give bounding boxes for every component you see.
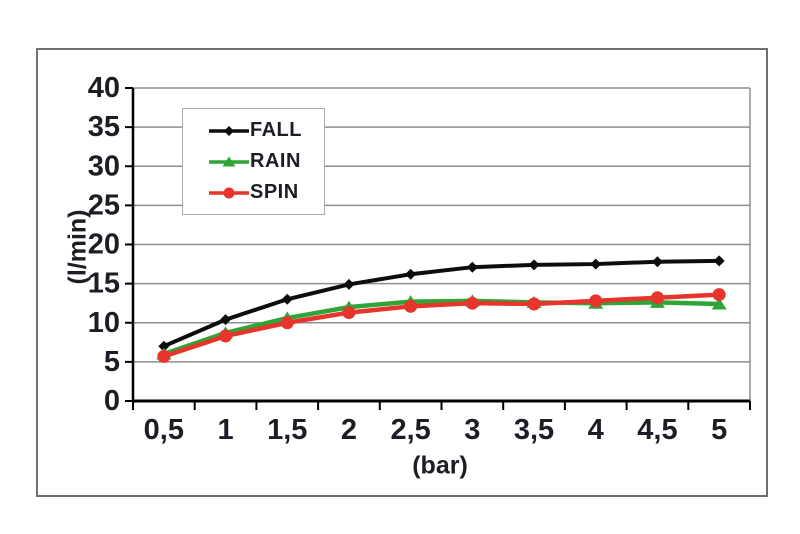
x-tick-label: 1 (217, 414, 233, 446)
data-point-fall (651, 256, 663, 268)
y-tick-label: 35 (88, 111, 120, 143)
y-tick-label: 40 (88, 72, 120, 104)
x-tick-label: 3,5 (514, 414, 554, 446)
legend-label-fall: FALL (250, 119, 302, 141)
data-point-fall (713, 255, 725, 267)
data-point-rain (711, 297, 727, 310)
x-tick-label: 0,5 (144, 414, 184, 446)
data-point-spin (712, 288, 726, 302)
chart-svg: 0 5 10 15 20 25 30 35 40 0,5 1 1,5 2 2,5 3 3,5 4 4,5 5 (88, 72, 751, 446)
y-tick-label: 10 (88, 307, 120, 339)
y-tick-label: 0 (104, 385, 120, 417)
y-tick-label: 5 (104, 346, 120, 378)
x-tick-label: 2,5 (390, 414, 430, 446)
y-tick-label: 15 (88, 268, 120, 300)
x-tick-label: 2 (341, 414, 357, 446)
y-tick-label: 25 (88, 189, 120, 221)
data-point-fall (405, 268, 417, 280)
legend-item-rain: RAIN (183, 150, 324, 174)
series-line-fall (163, 258, 720, 349)
legend-label-spin: SPIN (250, 181, 299, 203)
y-axis-title: (l/min) (63, 209, 92, 285)
legend-triangle-icon (209, 156, 249, 166)
x-tick-label: 3 (464, 414, 480, 446)
data-point-spin (280, 316, 294, 330)
data-point-spin (527, 297, 541, 311)
x-tick-label: 4,5 (637, 414, 677, 446)
legend-item-fall: FALL (183, 119, 324, 143)
data-point-fall (158, 340, 170, 352)
x-tick-label: 5 (711, 414, 727, 446)
legend-label-rain: RAIN (250, 150, 301, 172)
legend-item-spin: SPIN (183, 181, 324, 205)
data-point-spin (650, 291, 664, 305)
series-line-spin (163, 292, 720, 359)
data-point-fall (590, 258, 602, 270)
data-point-fall (281, 293, 293, 305)
legend-circle-icon (209, 187, 249, 198)
series-line-rain (163, 298, 720, 357)
data-point-spin (342, 306, 356, 320)
x-axis-title: (bar) (412, 451, 468, 480)
data-point-spin (465, 296, 479, 310)
legend-marker-spin (223, 187, 235, 198)
data-point-spin (404, 299, 418, 313)
y-tick-label: 30 (88, 150, 120, 182)
legend: FALL RAIN SPIN (182, 108, 325, 215)
y-tick-label: 20 (88, 229, 120, 261)
data-point-spin (589, 294, 603, 308)
data-point-fall (220, 314, 232, 326)
legend-diamond-icon (209, 125, 249, 136)
legend-marker-fall (224, 125, 234, 136)
data-point-fall (528, 259, 540, 271)
legend-marker-rain (222, 156, 236, 166)
data-point-spin (219, 329, 233, 343)
chart-frame: 0 5 10 15 20 25 30 35 40 0,5 1 1,5 2 2,5 3 3,5 4 4,5 5 (l/… (36, 48, 768, 497)
x-tick-label: 4 (588, 414, 604, 446)
data-point-fall (466, 261, 478, 273)
x-tick-label: 1,5 (267, 414, 307, 446)
data-point-fall (343, 278, 355, 290)
data-point-spin (157, 349, 171, 363)
